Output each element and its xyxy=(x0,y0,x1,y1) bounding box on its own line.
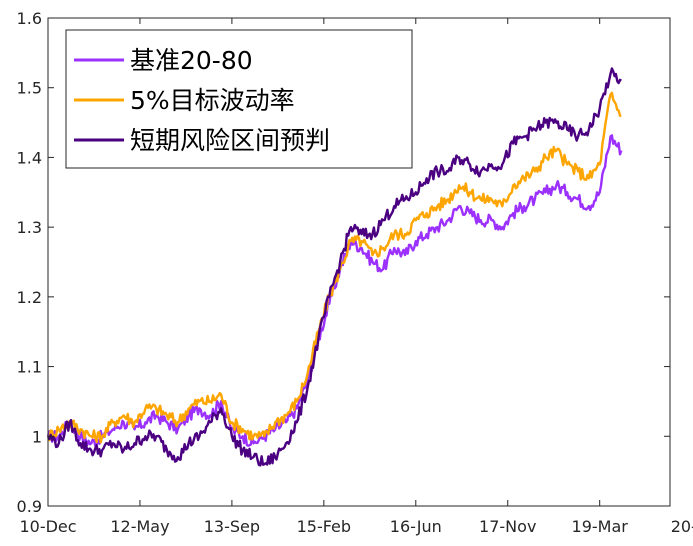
y-tick-label: 1.3 xyxy=(17,218,42,237)
y-tick-label: 1.1 xyxy=(17,358,42,377)
x-tick-label: 16-Jun xyxy=(390,517,442,536)
x-tick-label: 12-May xyxy=(110,517,169,536)
y-tick-label: 1.4 xyxy=(17,148,42,167)
x-tick-label: 13-Sep xyxy=(204,517,260,536)
legend-label-1: 5%目标波动率 xyxy=(130,86,295,115)
y-tick-label: 1.6 xyxy=(17,9,42,28)
series-layer xyxy=(46,67,623,467)
legend-label-0: 基准20-80 xyxy=(130,46,253,75)
y-tick-label: 0.9 xyxy=(17,497,42,516)
y-tick-label: 1 xyxy=(32,427,42,446)
x-tick-label: 17-Nov xyxy=(479,517,536,536)
x-tick-label: 15-Feb xyxy=(297,517,351,536)
x-tick-label: 20-Ju xyxy=(671,517,693,536)
x-tick-label: 10-Dec xyxy=(19,517,76,536)
axes-layer: 0.9 1 1.1 1.2 1.3 1.4 1.5 1.6 10-Dec 12-May 13-Sep… xyxy=(17,9,693,536)
y-tick-label: 1.2 xyxy=(17,288,42,307)
series-line-0 xyxy=(46,134,623,447)
legend-label-2: 短期风险区间预判 xyxy=(130,126,330,155)
x-tick-label: 19-Mar xyxy=(572,517,629,536)
axes-frame xyxy=(47,17,671,507)
y-tick-label: 1.5 xyxy=(17,79,42,98)
series-line-2 xyxy=(46,67,622,467)
